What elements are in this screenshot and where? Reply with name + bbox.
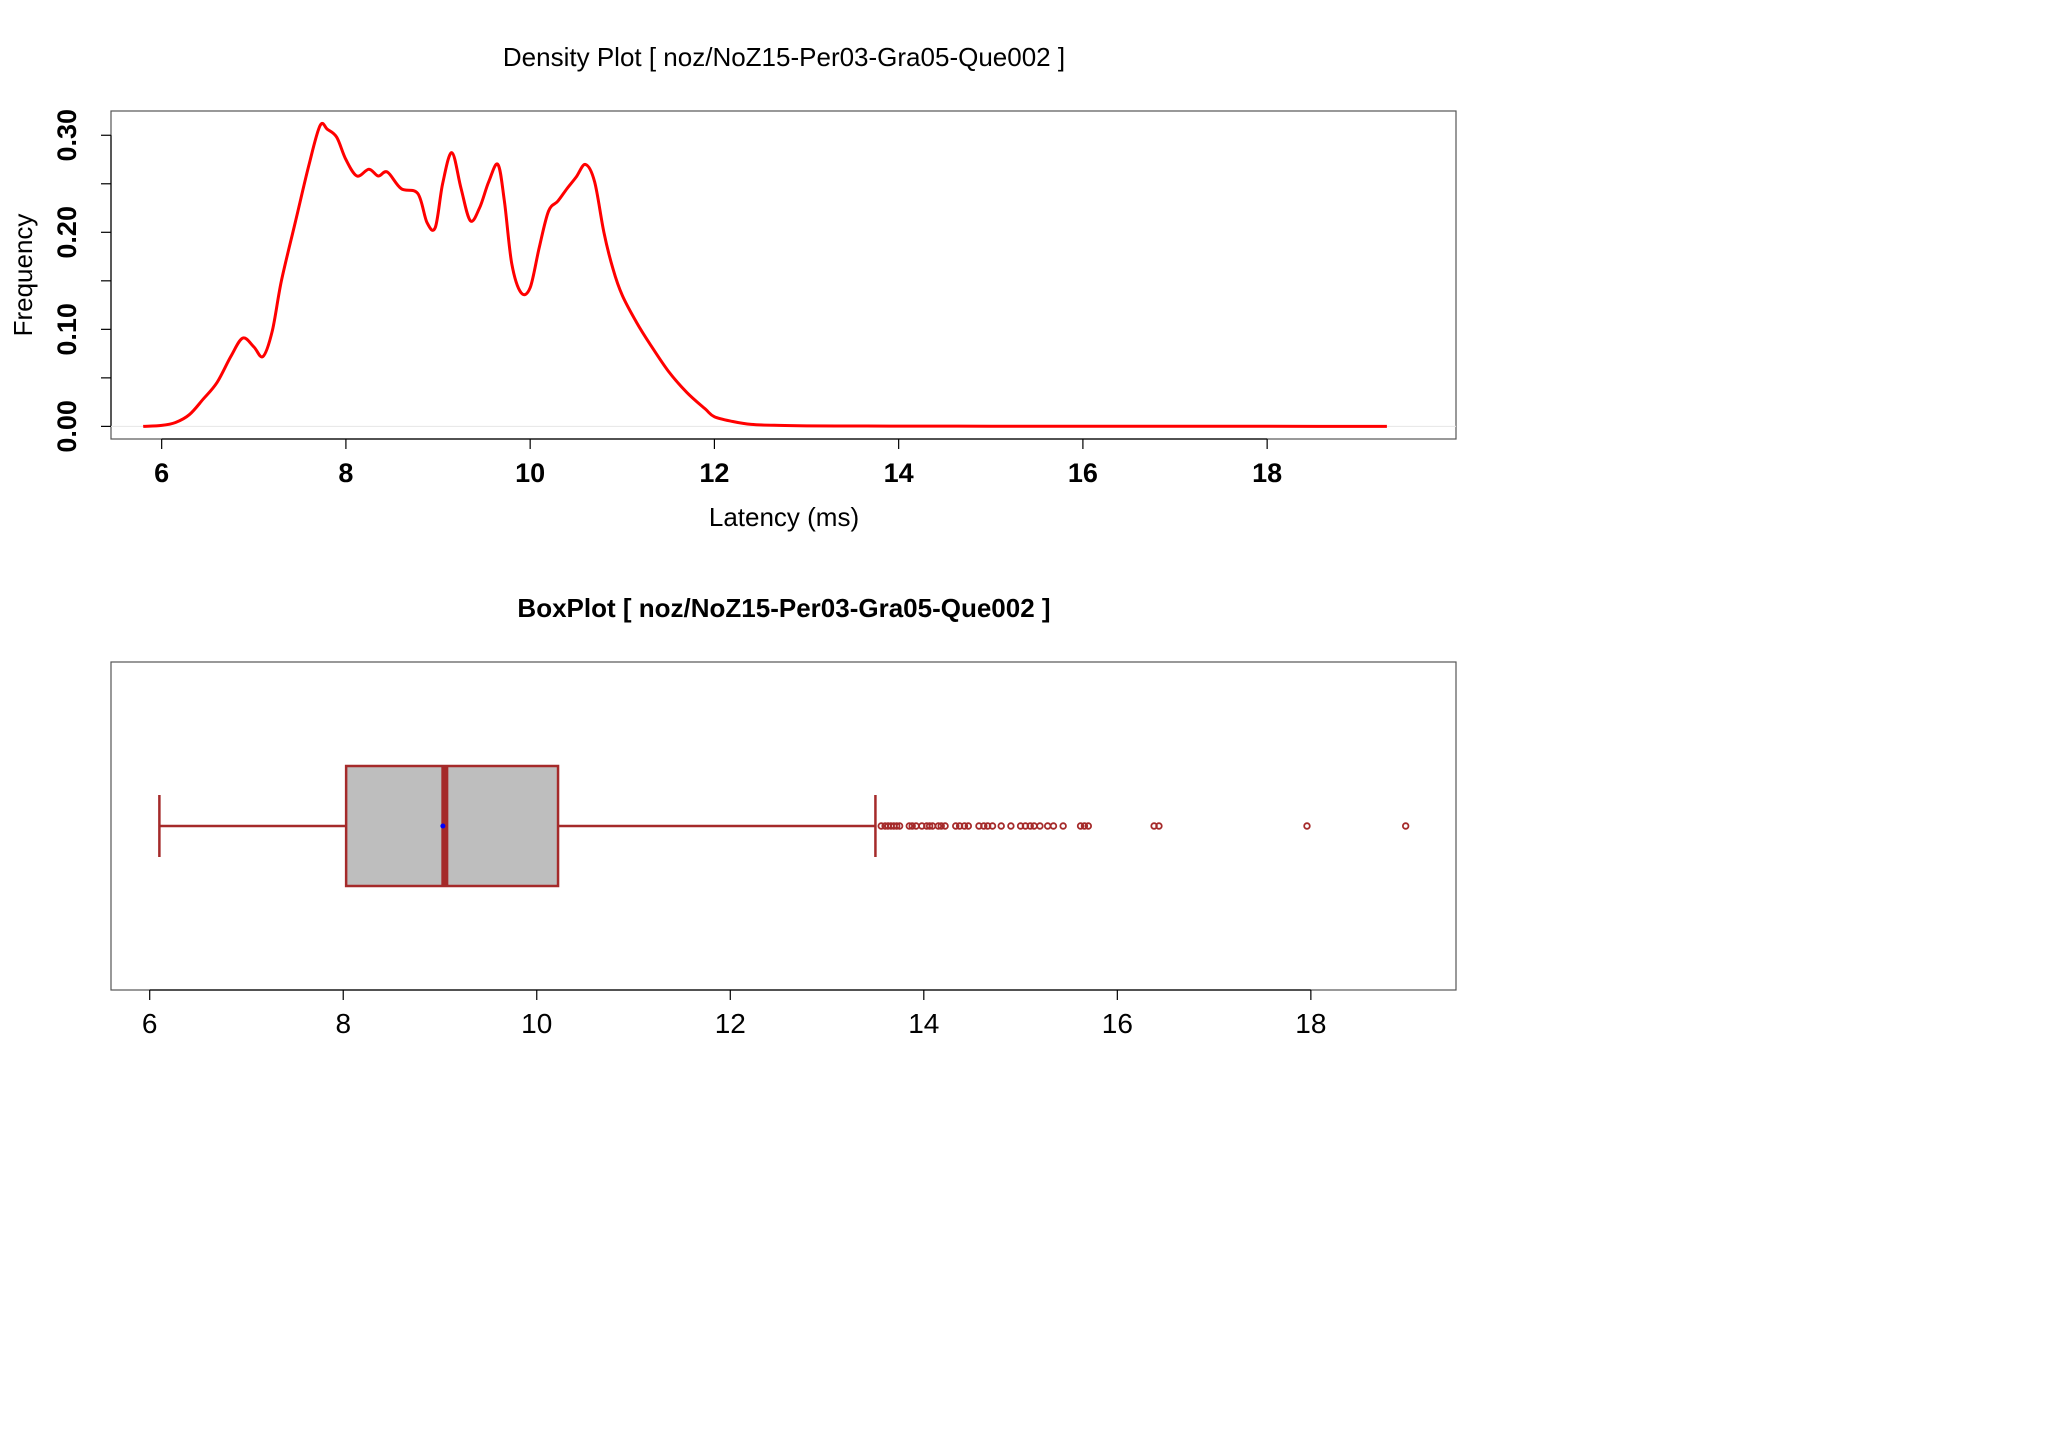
boxplot-x-tick-label: 14 (908, 1008, 939, 1039)
density-x-tick-label: 18 (1252, 458, 1282, 488)
density-plot-frame (110, 110, 1457, 440)
boxplot-outlier-point (1007, 822, 1015, 830)
boxplot-outlier-point (893, 822, 901, 830)
density-y-axis-label: Frequency (8, 214, 38, 337)
boxplot-outlier-point (960, 822, 969, 830)
density-x-tick-label: 10 (515, 458, 545, 488)
boxplot-outlier-point (952, 822, 960, 830)
boxplot-outlier-point (1080, 822, 1089, 830)
density-x-tick-label: 8 (338, 458, 353, 488)
density-y-tick-label: 0.10 (52, 303, 82, 356)
boxplot-outlier-point (1030, 822, 1038, 830)
density-title: Density Plot [ noz/NoZ15-Per03-Gra05-Que… (503, 42, 1065, 72)
density-y-tick-label: 0.30 (52, 109, 82, 162)
boxplot-outlier-point (934, 822, 943, 830)
boxplot-x-tick-label: 16 (1102, 1008, 1133, 1039)
boxplot-outlier-point (912, 822, 920, 830)
boxplot-outlier-point (1049, 822, 1058, 830)
boxplot-outlier-point (1076, 822, 1085, 830)
density-panel: Density Plot [ noz/NoZ15-Per03-Gra05-Que… (8, 42, 1457, 532)
boxplot-outlier-point (1084, 822, 1093, 830)
boxplot-outlier-point (980, 822, 988, 830)
boxplot-outlier-point (1155, 822, 1163, 830)
boxplot-outlier-point (908, 822, 916, 830)
boxplot-outlier-point (877, 822, 885, 830)
boxplot-marks (158, 764, 1410, 888)
boxplot-mean-point (440, 823, 446, 829)
density-x-axis-label: Latency (ms) (709, 502, 859, 532)
boxplot-x-tick-label: 6 (142, 1008, 158, 1039)
density-x-tick-label: 6 (154, 458, 169, 488)
boxplot-outlier-point (1303, 822, 1311, 830)
boxplot-outlier-point (1036, 822, 1044, 830)
density-curve (143, 121, 1387, 428)
density-y-tick-label: 0.20 (52, 206, 82, 259)
boxplot-outlier-point (997, 822, 1005, 830)
boxplot-outlier-point (925, 822, 934, 830)
boxplot-outlier-point (1401, 822, 1410, 830)
boxplot-x-tick-label: 12 (715, 1008, 746, 1039)
boxplot-outlier-point (1043, 822, 1052, 830)
density-x-tick-label: 16 (1068, 458, 1098, 488)
boxplot-outlier-point (895, 822, 904, 830)
density-x-tick-label: 14 (884, 458, 914, 488)
density-y-tick-label: 0.00 (52, 400, 82, 453)
boxplot-outlier-point (988, 822, 997, 830)
boxplot-outlier-point (1059, 822, 1067, 830)
boxplot-outlier-point (1026, 822, 1034, 830)
boxplot-x-tick-label: 10 (521, 1008, 552, 1039)
density-x-axis: 6 8 10 12 14 16 18 (154, 438, 1282, 488)
boxplot-outlier-point (964, 822, 973, 830)
boxplot-box (344, 764, 560, 888)
boxplot-outlier-point (941, 822, 949, 830)
density-y-axis: 0.00 0.10 0.20 0.30 (52, 109, 112, 453)
boxplot-x-axis: 6 8 10 12 14 16 18 (142, 989, 1326, 1039)
boxplot-outlier-point (905, 822, 913, 830)
boxplot-title: BoxPlot [ noz/NoZ15-Per03-Gra05-Que002 ] (517, 593, 1050, 623)
density-x-tick-label: 12 (699, 458, 729, 488)
boxplot-panel: BoxPlot [ noz/NoZ15-Per03-Gra05-Que002 ]… (110, 593, 1457, 1039)
boxplot-x-tick-label: 8 (335, 1008, 351, 1039)
boxplot-x-tick-label: 18 (1295, 1008, 1326, 1039)
boxplot-outlier-point (937, 822, 945, 830)
